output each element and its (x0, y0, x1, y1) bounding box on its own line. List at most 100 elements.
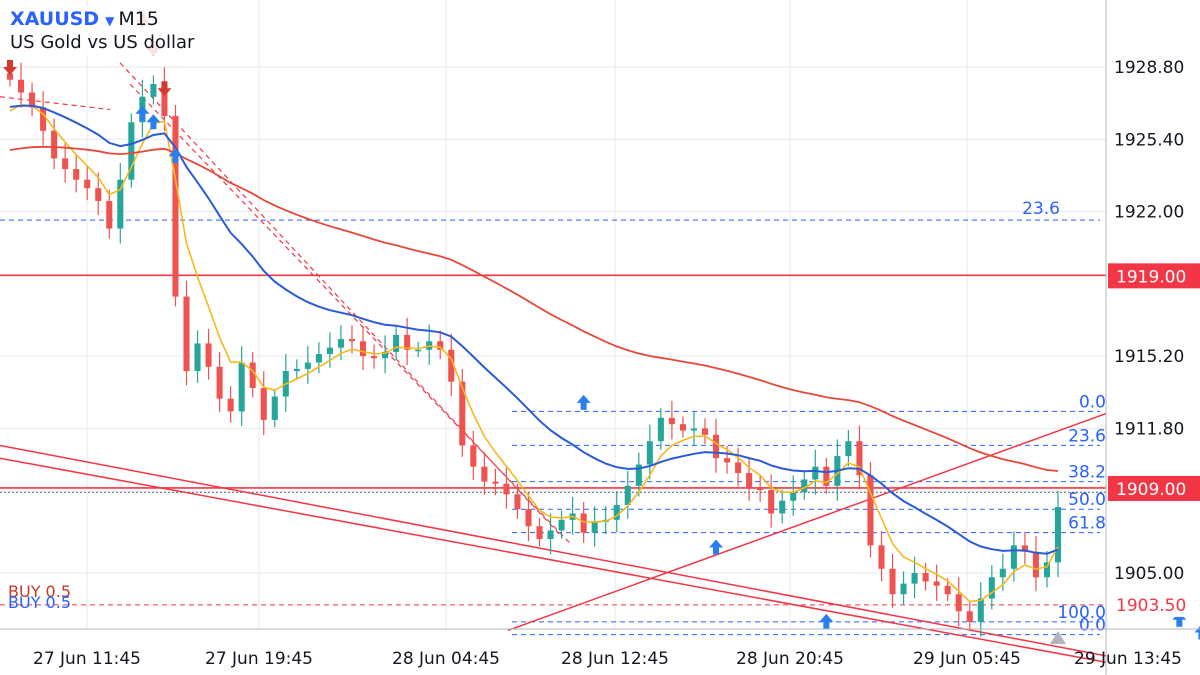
candle-down (580, 513, 587, 533)
trendline (129, 83, 571, 544)
mid-moving-average (9, 104, 1059, 555)
candle-up (315, 354, 322, 363)
candle-up (238, 362, 245, 412)
fib-label: 38.2 (1068, 463, 1106, 483)
buy-arrow-icon (1194, 626, 1200, 640)
candle-down (448, 349, 455, 382)
candle-down (470, 445, 477, 467)
sell-arrow-shape (157, 81, 172, 97)
buy-arrow-icon (146, 114, 161, 130)
candle-down (514, 494, 521, 510)
candle-up (415, 349, 422, 352)
candle-down (1032, 551, 1039, 578)
trade-label: BUY 0.5 (8, 582, 71, 601)
candle-down (724, 458, 731, 463)
candle-down (823, 466, 830, 486)
candle-down (371, 356, 378, 359)
buy-arrow-shape (709, 539, 724, 555)
symbol-dropdown-icon[interactable]: ▼ (105, 14, 115, 28)
price-badge: 1909.00 (1116, 480, 1186, 500)
buy-arrow-icon (709, 539, 724, 555)
candle-down (768, 490, 775, 514)
price-badge-bg (1108, 263, 1200, 289)
candle-down (525, 509, 532, 527)
symbol-name[interactable]: XAUUSD (10, 8, 100, 30)
candle-down (359, 341, 367, 357)
buy-arrow-shape (1172, 611, 1187, 627)
candle-up (988, 577, 995, 599)
candle-down (536, 526, 543, 539)
buy-arrow-shape (135, 105, 150, 121)
trendline (0, 457, 1107, 664)
fib-label: 50.0 (1068, 490, 1106, 510)
candle-down (29, 92, 36, 108)
candle-up (382, 351, 389, 359)
moving-averages (9, 103, 1059, 603)
fib-label: 23.6 (1022, 199, 1060, 219)
price-tick-label: 1911.80 (1114, 419, 1184, 439)
candle-down (944, 585, 951, 595)
sell-arrow-icon (157, 81, 172, 97)
buy-arrow-icon (135, 105, 150, 121)
candle-down (95, 188, 102, 201)
candle-down (679, 424, 686, 431)
trendline (0, 444, 1107, 657)
price-tick-label: 1925.40 (1114, 130, 1184, 150)
time-tick-label: 28 Jun 12:45 (561, 649, 669, 669)
fib-label: 0.0 (1079, 392, 1106, 412)
candle-up (911, 573, 918, 584)
candle-down (701, 428, 709, 435)
price-tick-label: 1928.80 (1114, 58, 1184, 78)
candle-up (393, 334, 400, 352)
candle-up (646, 441, 653, 465)
candle-up (690, 428, 697, 431)
sell-arrow-icon (3, 60, 17, 75)
time-tick-label: 27 Jun 19:45 (205, 649, 313, 669)
candle-up (900, 583, 907, 595)
candle-up (558, 519, 565, 531)
candle-down (227, 398, 234, 412)
candle-up (128, 122, 135, 180)
current-time-icon (1050, 631, 1066, 644)
buy-arrow-icon (168, 148, 183, 164)
buy-arrow-shape (576, 394, 591, 410)
candle-down (40, 107, 47, 131)
time-tick-label: 28 Jun 04:45 (392, 649, 500, 669)
candle-down (459, 381, 466, 446)
candle-down (183, 296, 190, 372)
price-tick-label: 1915.20 (1114, 347, 1184, 367)
buy-arrow-shape (146, 114, 161, 130)
candle-down (17, 79, 25, 93)
candle-down (867, 475, 874, 546)
fib-label: 100.0 (1057, 603, 1106, 623)
candle-down (106, 200, 113, 229)
candle-down (172, 115, 179, 297)
candle-up (337, 339, 344, 348)
candle-down (249, 362, 256, 389)
candle-down (481, 466, 488, 482)
candle-up (271, 396, 278, 420)
candle-up (117, 179, 124, 229)
candle-up (304, 362, 311, 369)
candle-down (6, 73, 14, 80)
candle-down (260, 388, 267, 420)
timeframe-label[interactable]: M15 (118, 8, 159, 30)
trendlines (0, 62, 1107, 664)
price-tick-label: 1922.00 (1114, 203, 1184, 223)
trendline (507, 412, 1107, 632)
fib-label: 61.8 (1068, 514, 1106, 534)
candle-down (73, 169, 80, 180)
candle-down (712, 434, 720, 459)
candle-down (84, 179, 91, 189)
candle-up (591, 521, 598, 533)
sell-arrow-shape (3, 60, 17, 75)
candle-up (624, 485, 631, 505)
candle-down (437, 341, 444, 350)
buy-arrow-shape (168, 148, 183, 164)
candle-down (746, 473, 753, 488)
candle-up (657, 417, 664, 442)
candle-down (955, 594, 962, 612)
